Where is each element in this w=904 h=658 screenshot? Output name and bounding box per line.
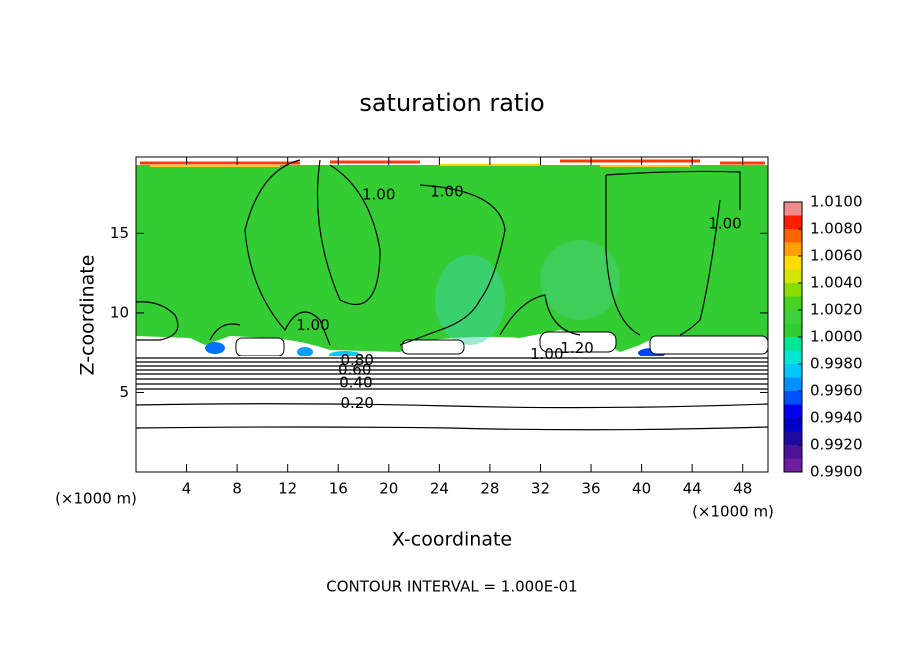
x-tick-label: 8	[232, 480, 242, 498]
x-unit-label: (×1000 m)	[55, 490, 137, 508]
contour-label: 0.40	[339, 373, 372, 391]
colorbar-band	[784, 215, 802, 229]
x-tick-label: 44	[683, 480, 702, 498]
field-patch	[435, 255, 505, 345]
field-island	[401, 339, 465, 355]
contour-label: 0.80	[340, 351, 373, 369]
x-unit-label: (×1000 m)	[692, 503, 774, 521]
contour-label: 1.00	[430, 183, 463, 201]
colorbar-band	[784, 323, 802, 337]
colorbar-band	[784, 445, 802, 459]
colorbar-tick-label: 1.0000	[810, 328, 863, 346]
plot-frame	[135, 156, 769, 473]
contour-label: 1.20	[560, 339, 593, 357]
colorbar-tick-label: 1.0060	[810, 247, 863, 265]
colorbar-band	[784, 350, 802, 364]
contour-label: 1.00	[296, 316, 329, 334]
field-patch	[297, 347, 313, 357]
y-tick-label: 5	[119, 383, 129, 401]
x-tick-label: 20	[379, 480, 398, 498]
footer: CONTOUR INTERVAL = 1.000E-01	[326, 578, 577, 596]
colorbar-band	[784, 269, 802, 283]
field-island	[649, 335, 769, 355]
y-tick-label: 15	[110, 224, 129, 242]
x-tick-label: 24	[430, 480, 449, 498]
x-tick-label: 40	[632, 480, 651, 498]
colorbar-tick-label: 1.0040	[810, 274, 863, 292]
colorbar-band	[784, 337, 802, 351]
x-tick-label: 16	[329, 480, 348, 498]
y-tick-label: 10	[110, 303, 129, 321]
x-tick-label: 48	[733, 480, 752, 498]
y-axis-label: Z-coordinate	[77, 255, 99, 376]
colorbar-band	[784, 404, 802, 418]
colorbar-band	[784, 458, 802, 472]
colorbar-band	[784, 242, 802, 256]
colorbar-tick-label: 0.9960	[810, 382, 863, 400]
contour-label: 1.00	[708, 214, 741, 232]
contour-lines	[135, 159, 769, 431]
x-tick-label: 28	[480, 480, 499, 498]
colorbar-band	[784, 296, 802, 310]
colorbar-tick-label: 0.9980	[810, 355, 863, 373]
x-tick-label: 4	[182, 480, 192, 498]
colorbar-band	[784, 391, 802, 405]
contour-label: 1.00	[530, 345, 563, 363]
x-tick-label: 36	[581, 480, 600, 498]
x-tick-label: 12	[278, 480, 297, 498]
colorbar-band	[784, 283, 802, 297]
x-tick-label: 32	[531, 480, 550, 498]
field-island	[235, 337, 285, 357]
colorbar-band	[784, 418, 802, 432]
colorbar-tick-label: 1.0080	[810, 220, 863, 238]
colorbar-tick-label: 1.0020	[810, 301, 863, 319]
colorbar-tick-label: 0.9900	[810, 463, 863, 481]
colorbar-tick-label: 0.9920	[810, 436, 863, 454]
field-patch	[540, 240, 620, 320]
colorbar-band	[784, 229, 802, 243]
field-top-red	[140, 159, 765, 165]
field-patch	[205, 342, 225, 354]
contour-label: 0.20	[340, 394, 373, 412]
field-top	[136, 157, 768, 163]
colorbar-tick-label: 1.0100	[810, 193, 863, 211]
colorbar-band	[784, 431, 802, 445]
colorbar-band	[784, 364, 802, 378]
field-lower	[136, 356, 768, 472]
x-axis-label: X-coordinate	[392, 529, 512, 551]
contour-label: 1.00	[362, 186, 395, 204]
colorbar-band	[784, 377, 802, 391]
contour-label: 0.60	[338, 361, 371, 379]
field-island	[539, 331, 617, 353]
colorbar-band	[784, 202, 802, 216]
colorbar-tick-label: 0.9940	[810, 409, 863, 427]
colorbar-band	[784, 256, 802, 270]
colorbar-band	[784, 310, 802, 324]
chart-title: saturation ratio	[359, 89, 544, 117]
field	[135, 157, 769, 472]
